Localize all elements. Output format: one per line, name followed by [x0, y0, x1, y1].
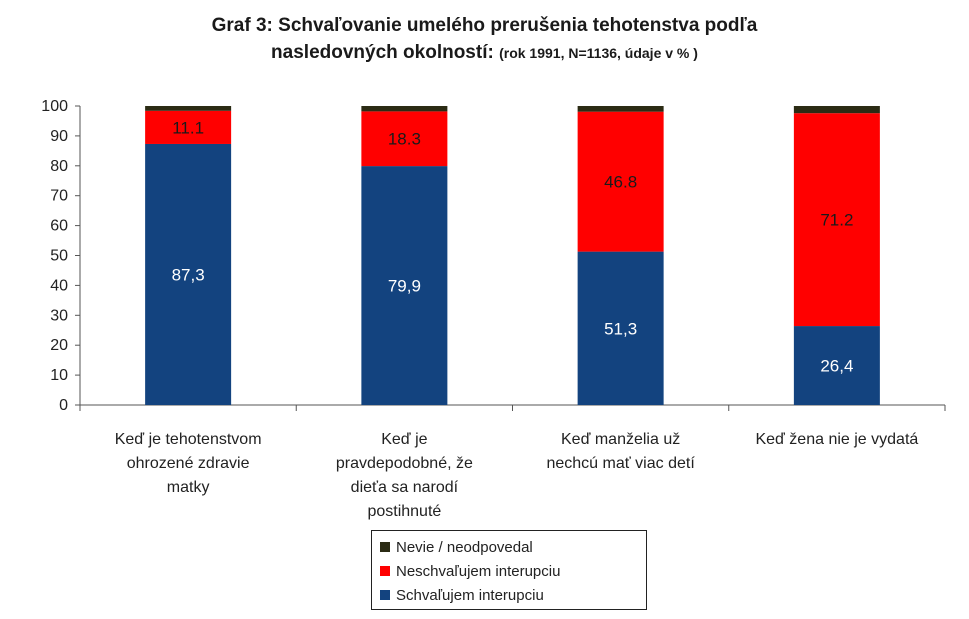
legend-label-neschvalujem: Neschvaľujem interupciu: [396, 562, 561, 580]
bar-segment-nevie: [577, 106, 664, 112]
title-line-2-main: nasledovných okolností:: [271, 42, 494, 63]
data-label: 51,3: [604, 319, 637, 338]
category-label: Keď žena nie je vydatá: [755, 431, 918, 448]
legend-item-neschvalujem: Neschvaľujem interupciu: [380, 559, 646, 583]
data-label: 18.3: [388, 130, 421, 149]
legend-swatch-neschvalujem: [380, 566, 390, 576]
legend-label-schvalujem: Schvaľujem interupciu: [396, 586, 544, 604]
legend-label-nevie: Nevie / neodpovedal: [396, 538, 533, 556]
bar-segment-neschvalujem: [145, 110, 232, 144]
category-label: Keď je tehotenstvom ohrozené zdravie matky: [115, 431, 262, 496]
chart-title: Graf 3: Schvaľovanie umelého prerušenia …: [0, 12, 969, 66]
bar-segment-neschvalujem: [577, 111, 664, 252]
bar-segment-schvalujem: [145, 143, 232, 405]
y-tick-label: 80: [50, 158, 68, 175]
category-label: Keď je pravdepodobné, že dieťa sa narodí po…: [336, 431, 473, 520]
data-label: 87,3: [172, 265, 205, 284]
y-tick-label: 50: [50, 248, 68, 265]
legend: Nevie / neodpovedal Neschvaľujem interup…: [371, 530, 647, 610]
data-label: 46.8: [604, 173, 637, 192]
legend-swatch-schvalujem: [380, 590, 390, 600]
data-label: 71.2: [820, 211, 853, 230]
y-tick-label: 70: [50, 188, 68, 205]
y-tick-label: 10: [50, 367, 68, 384]
legend-item-schvalujem: Schvaľujem interupciu: [380, 583, 646, 607]
category-labels-group: Keď je tehotenstvom ohrozené zdravie matky…: [115, 431, 919, 520]
bar-segment-neschvalujem: [793, 113, 880, 327]
category-label-line: nechcú mať viac detí: [546, 455, 695, 472]
data-label: 11.1: [172, 118, 204, 137]
y-tick-label: 30: [50, 307, 68, 324]
category-label: Keď manželia už nechcú mať viac detí: [546, 431, 695, 472]
y-tick-label: 100: [41, 98, 68, 115]
y-tick-label: 60: [50, 218, 68, 235]
category-label-line: dieťa sa narodí: [351, 479, 459, 496]
bar-segment-nevie: [361, 106, 448, 112]
bar-segment-nevie: [145, 106, 232, 111]
legend-swatch-nevie: [380, 542, 390, 552]
category-label-line: Keď manželia už: [561, 431, 680, 448]
category-label-line: Keď je: [381, 431, 427, 448]
data-label: 79,9: [388, 277, 421, 296]
bars-group: [145, 106, 880, 405]
data-labels-group: 87,3 11.1 79,9 18.3 51,3 46.8 26,4 71.2: [172, 118, 854, 375]
category-label-line: pravdepodobné, že: [336, 455, 473, 472]
category-label-line: Keď je tehotenstvom: [115, 431, 262, 448]
bar-segment-schvalujem: [361, 166, 448, 405]
bar-segment-nevie: [793, 106, 880, 114]
bar-segment-schvalujem: [793, 326, 880, 405]
category-label-line: ohrozené zdravie: [127, 455, 250, 472]
bar-segment-neschvalujem: [361, 111, 448, 167]
title-line-2: nasledovných okolností: (rok 1991, N=113…: [0, 40, 969, 66]
y-tick-label: 40: [50, 277, 68, 294]
title-line-1: Graf 3: Schvaľovanie umelého prerušenia …: [211, 15, 758, 36]
title-subtitle: (rok 1991, N=1136, údaje v % ): [499, 45, 698, 61]
bar-segment-schvalujem: [577, 251, 664, 405]
category-label-line: postihnuté: [367, 503, 441, 520]
category-label-line: matky: [167, 479, 210, 496]
data-label: 26,4: [820, 357, 853, 376]
category-label-line: Keď žena nie je vydatá: [755, 431, 918, 448]
y-tick-label: 90: [50, 128, 68, 145]
y-tick-label: 0: [59, 397, 68, 414]
legend-item-nevie: Nevie / neodpovedal: [380, 535, 646, 559]
y-tick-label: 20: [50, 337, 68, 354]
